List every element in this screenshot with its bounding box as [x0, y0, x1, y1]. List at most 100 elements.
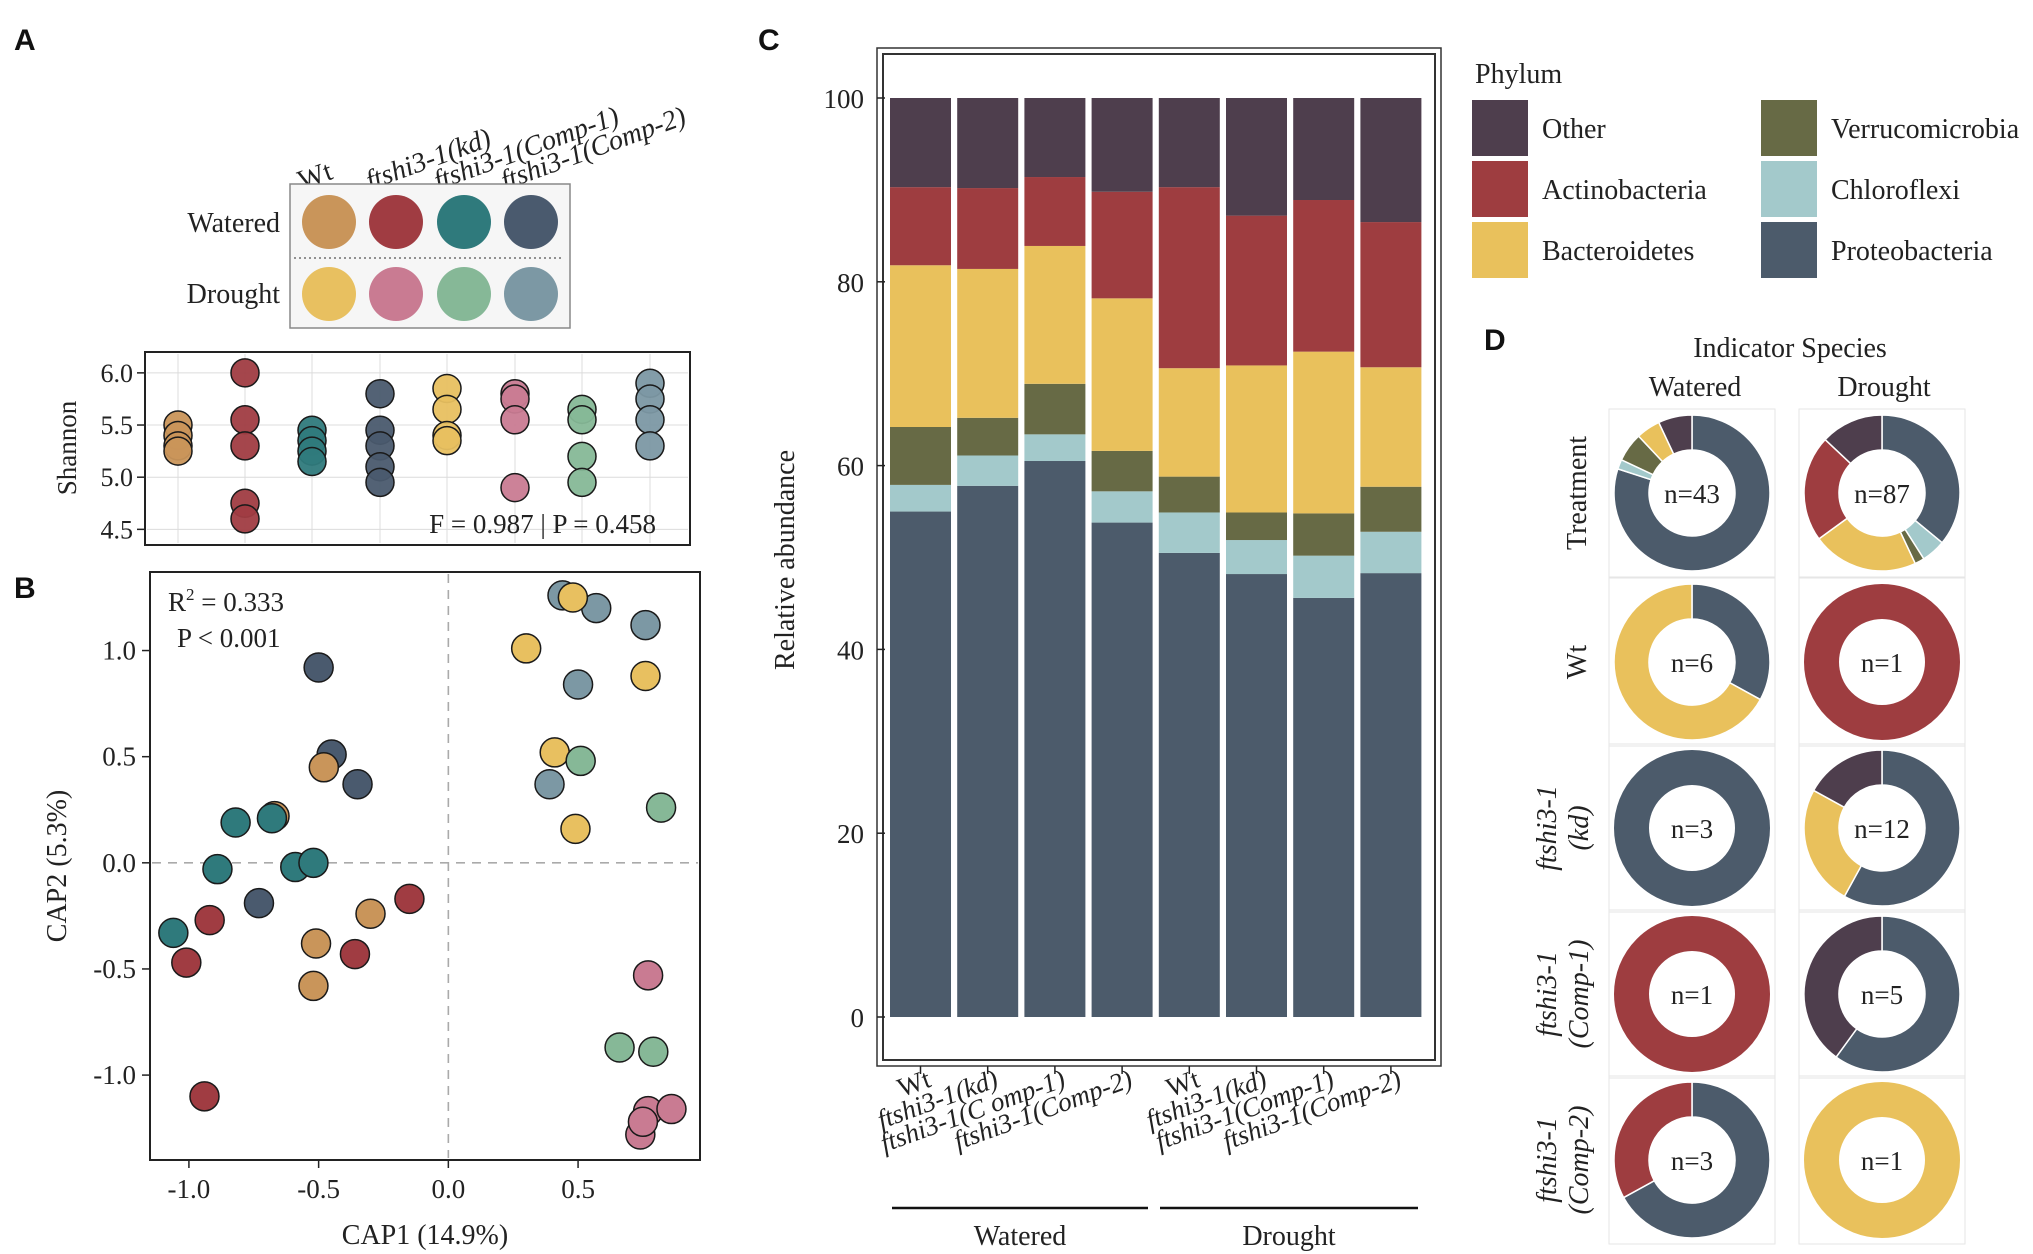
b-point-c2_w: [342, 769, 373, 800]
b-r2-sup: 2: [186, 585, 195, 604]
a-ytick-labels: 6.0 5.5 5.0 4.5: [101, 359, 134, 544]
c-bar-segment-other: [1360, 98, 1422, 223]
d-donut-slice-other: [1812, 749, 1883, 809]
panel-b-label: B: [14, 572, 36, 605]
b-point-kd_w: [394, 883, 425, 915]
b-point-c2_d: [562, 669, 594, 700]
c-ytick-label: 60: [837, 452, 864, 482]
d-donut-slice-proteo: [1691, 583, 1771, 701]
b-point-c1_d: [604, 1032, 635, 1063]
panel-d-label: D: [1484, 324, 1506, 357]
a-ytick-label: 6.0: [101, 359, 134, 388]
c-bar-segment-verruco: [1360, 486, 1422, 532]
c-bar-segment-proteo: [957, 485, 1019, 1017]
b-point-c2_d: [534, 769, 565, 800]
d-donut-count: n=12: [1854, 814, 1910, 844]
c-bar-segment-other: [1158, 98, 1220, 188]
b-plot-frame: [149, 571, 701, 1161]
d-donut-slice-proteo: [1843, 749, 1961, 907]
d-row-comp2-line2: (Comp-2): [1564, 1106, 1595, 1215]
a-point-c1_d: [567, 405, 597, 435]
c-bar-segment-chloro: [1024, 434, 1086, 462]
c-bar-segment-actino: [1091, 191, 1153, 299]
d-row-comp1-line1: ftshi3-1: [1532, 951, 1563, 1037]
d-donut-count: n=1: [1671, 980, 1713, 1010]
a-point-kd_w: [230, 358, 260, 388]
a-point-c1_d: [567, 467, 597, 498]
d-col-drought: Drought: [1837, 372, 1931, 403]
a-ytick-label: 5.0: [101, 463, 134, 492]
a-point-c1_w: [297, 446, 327, 477]
c-legend-label-actino: Actinobacteria: [1542, 175, 1707, 206]
c-bar-segment-verruco: [1091, 450, 1153, 492]
a-point-wt_w: [163, 436, 193, 466]
c-bar-segment-actino: [1293, 200, 1355, 352]
b-point-kd_d: [627, 1106, 659, 1138]
c-ytick-label: 0: [851, 1003, 865, 1033]
c-gridlines: [877, 97, 885, 1018]
d-col-watered: Watered: [1649, 372, 1742, 403]
c-bar-segment-bactero: [1091, 298, 1153, 451]
b-point-wt_d: [630, 660, 661, 692]
c-legend-label-verruco: Verrucomicrobia: [1831, 114, 2020, 145]
d-cell-frame: [1798, 408, 1966, 578]
a-point-kd_w: [230, 405, 260, 435]
c-legend-label-bactero: Bacteroidetes: [1542, 236, 1694, 267]
d-donut-count: n=1: [1861, 648, 1903, 678]
a-y-axis-title: Shannon: [52, 400, 82, 495]
d-donut-slice-proteo: [1881, 414, 1961, 544]
c-bar-segment-other: [1091, 98, 1153, 192]
c-bar-segment-bactero: [1360, 367, 1422, 487]
b-point-kd_d: [656, 1093, 687, 1125]
b-points: [158, 580, 687, 1150]
c-group-label-drought: Drought: [1242, 1221, 1336, 1252]
d-donut-count: n=5: [1861, 980, 1903, 1010]
c-ytick-label: 80: [837, 268, 864, 298]
d-donut-slice-bactero: [1613, 583, 1762, 741]
b-xtick-label: 0.5: [561, 1174, 595, 1204]
a-key-swatch-kd_d: [369, 267, 423, 321]
a-stat-label: F = 0.987 | P = 0.458: [429, 509, 656, 539]
a-point-kd_d: [500, 472, 530, 503]
b-point-wt_w: [300, 928, 332, 959]
c-legend-label-chloro: Chloroflexi: [1831, 175, 1960, 206]
a-shannon-plot: 6.0 5.5 5.0 4.5 Shannon F = 0.987 | P = 0.4…: [52, 351, 691, 546]
b-xtick-label: -0.5: [297, 1174, 340, 1204]
b-ytick-label: 1.0: [102, 636, 136, 666]
c-bar-segment-proteo: [1360, 573, 1422, 1017]
c-bar-segment-proteo: [1091, 522, 1153, 1017]
d-donut-slice-proteo: [1614, 750, 1770, 906]
d-cell-frame: [1608, 1075, 1776, 1245]
d-donut-count: n=3: [1671, 814, 1713, 844]
b-point-wt_w: [355, 898, 386, 930]
d-cell-frame: [1608, 909, 1776, 1079]
b-ytick-label: 0.0: [102, 848, 136, 878]
a-points: [163, 358, 665, 534]
c-ytick-label: 100: [824, 84, 865, 114]
b-ytick-label: 0.5: [102, 742, 136, 772]
c-bar-segment-proteo: [1293, 597, 1355, 1017]
b-point-c2_d: [630, 609, 661, 641]
d-row-comp2-line1: ftshi3-1: [1532, 1117, 1563, 1203]
d-donut-slice-proteo: [1835, 915, 1961, 1073]
c-bar-segment-verruco: [957, 417, 1019, 456]
d-donut-slice-bactero: [1804, 1082, 1960, 1238]
c-bar-segment-actino: [1226, 215, 1287, 366]
d-title: Indicator Species: [1693, 333, 1887, 364]
c-bar-segment-actino: [1360, 222, 1422, 368]
d-donut-grid: n=43 n=87 n=6 n=1 n=3 n=12 n=1 n=5 n=3 n=1: [1608, 408, 1966, 1245]
c-group-label-watered: Watered: [974, 1221, 1067, 1252]
c-legend-swatch-verruco: [1761, 100, 1817, 156]
a-ytick-label: 5.5: [101, 411, 134, 440]
d-row-wt: Wt: [1562, 645, 1593, 679]
b-point-wt_w: [298, 970, 329, 1002]
a-point-c2_w: [365, 467, 395, 498]
c-ytick-labels: 0 20 40 60 80 100: [824, 84, 865, 1033]
c-bar-segment-proteo: [890, 511, 951, 1017]
c-bar-segment-actino: [1158, 187, 1220, 369]
b-point-c1_d: [638, 1036, 669, 1067]
c-legend-swatch-actino: [1472, 161, 1528, 217]
b-point-wt_d: [557, 582, 589, 613]
b-point-kd_w: [194, 904, 225, 936]
b-r2-label: R2 = 0.333: [168, 585, 284, 617]
